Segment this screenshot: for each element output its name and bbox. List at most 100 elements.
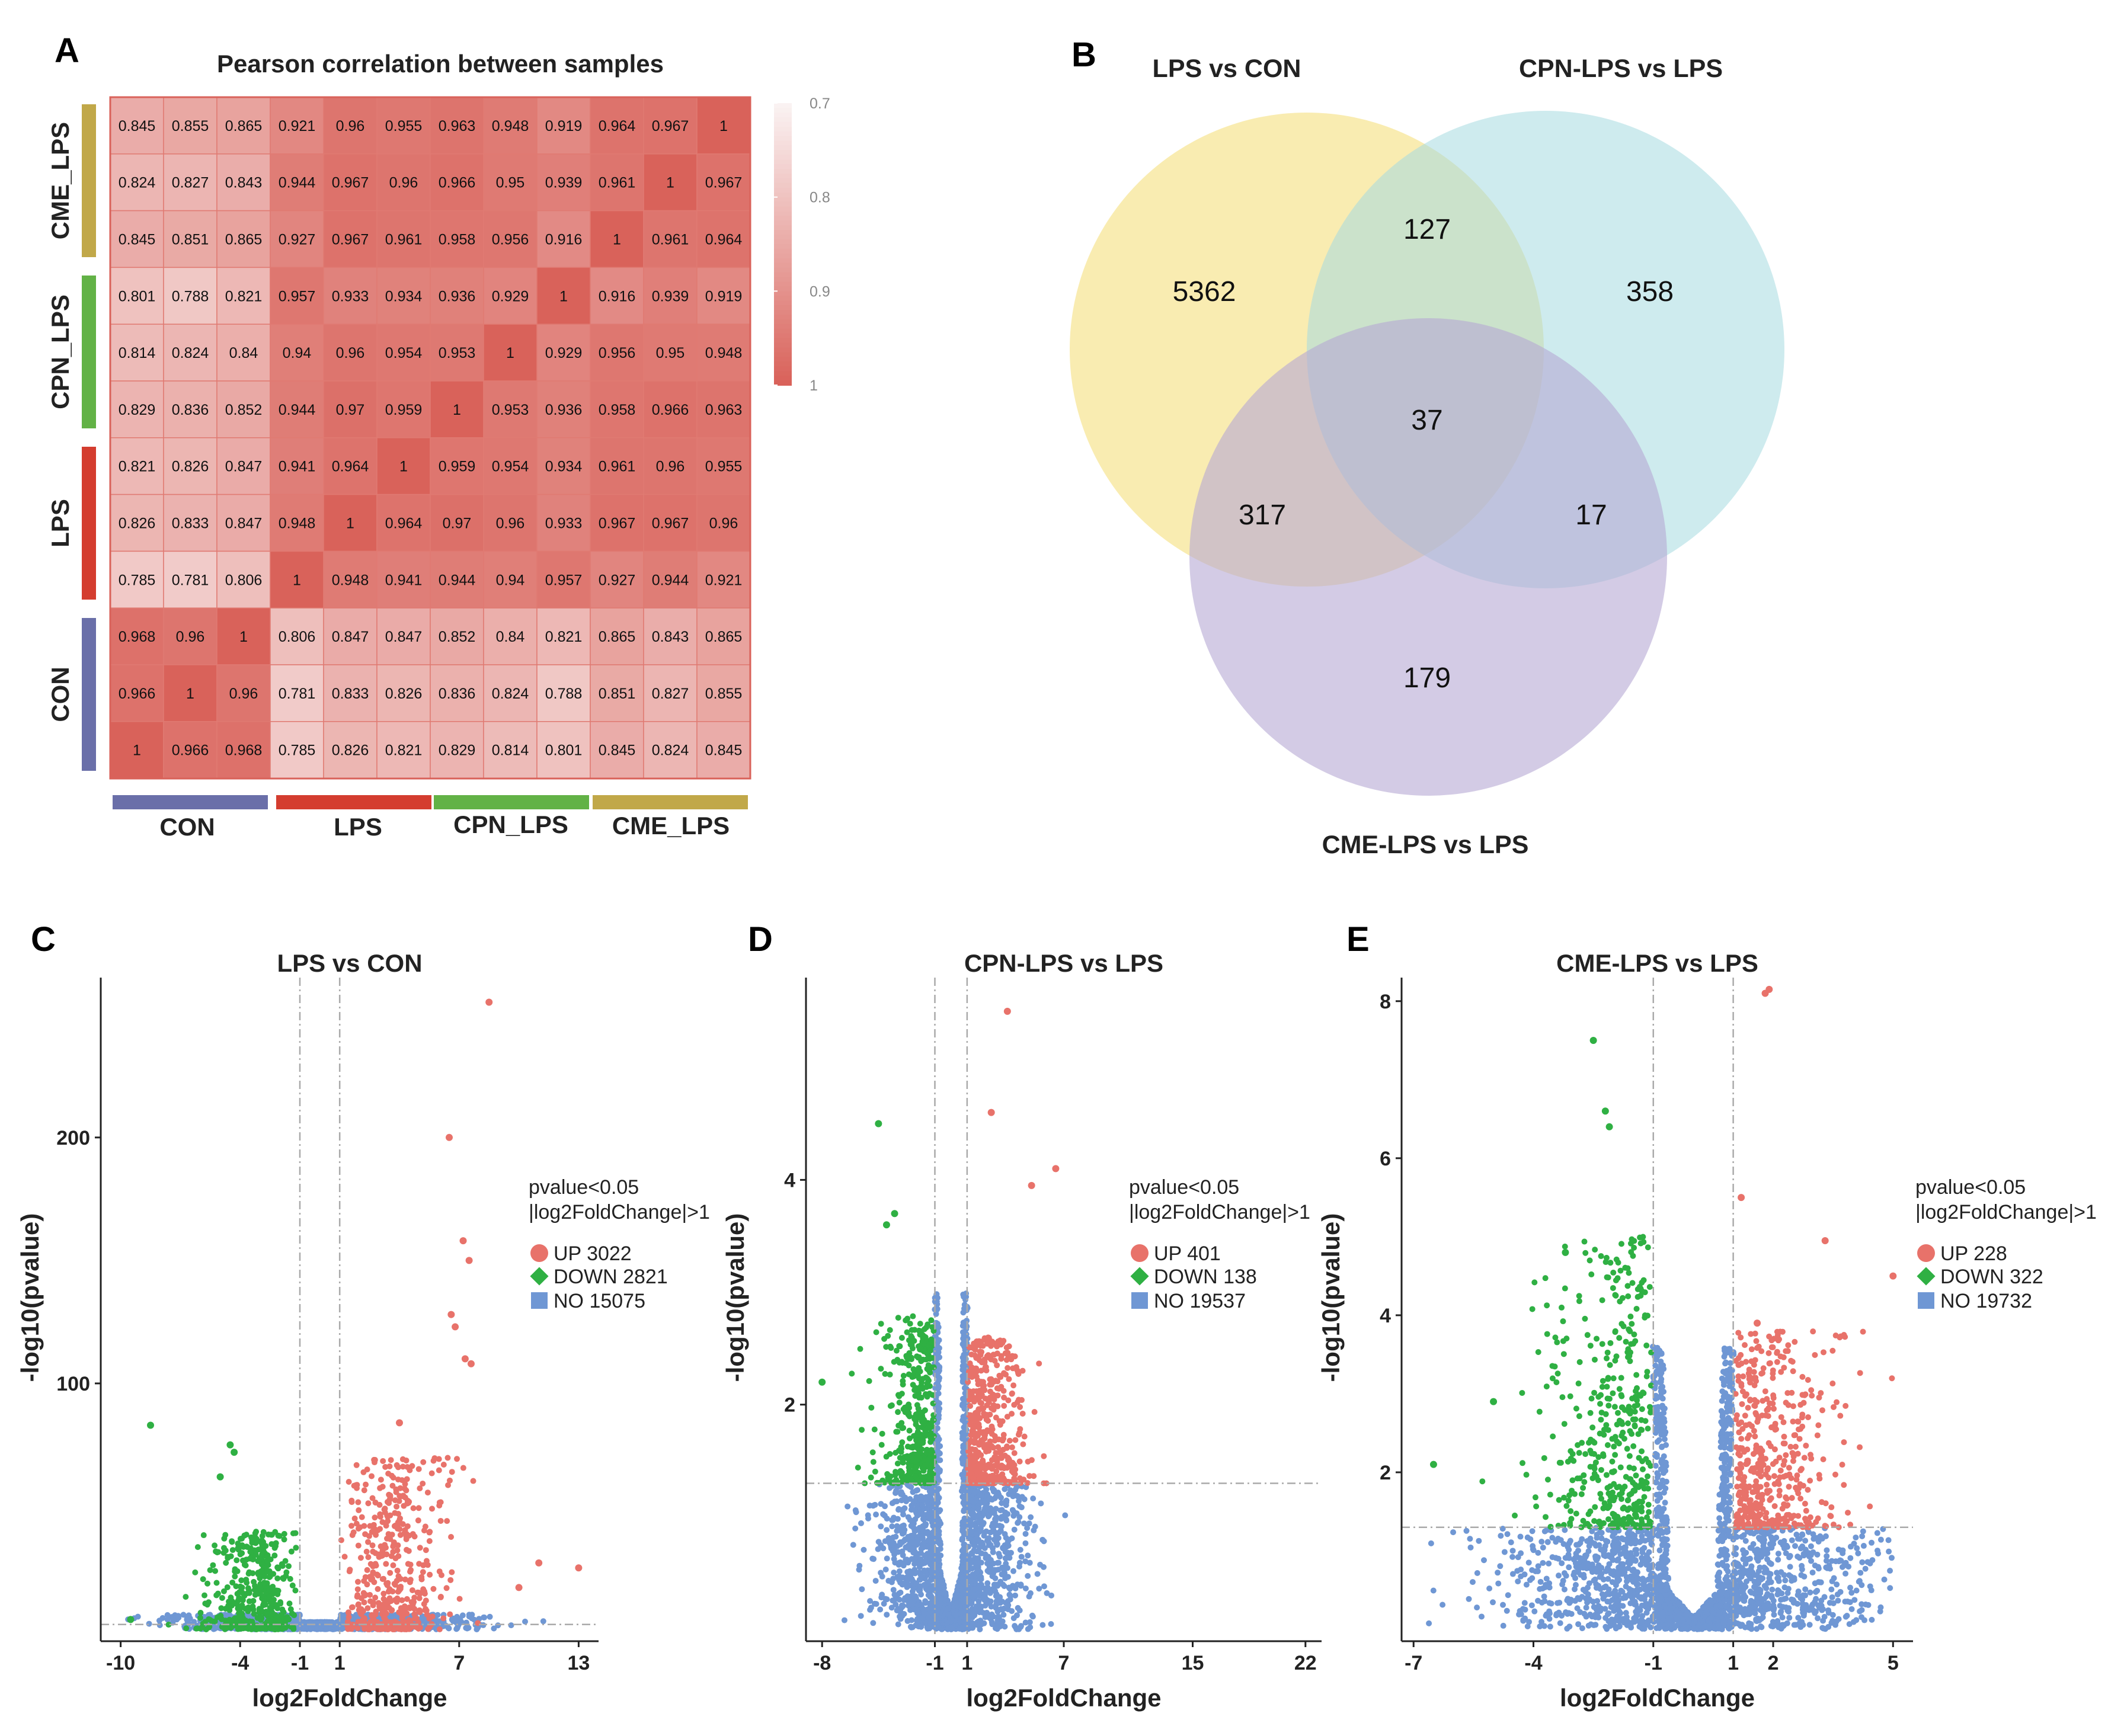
heatmap-cell-value: 0.96 bbox=[709, 515, 738, 532]
venn-region-lps-cme: 317 bbox=[1239, 499, 1286, 531]
heatmap-cell-value: 0.921 bbox=[705, 572, 743, 588]
point-no bbox=[894, 1516, 901, 1522]
point-no bbox=[1018, 1554, 1025, 1560]
heatmap-cell bbox=[216, 550, 271, 608]
point-no bbox=[993, 1539, 1000, 1546]
x-tick-label: 1 bbox=[334, 1652, 346, 1674]
point-no bbox=[877, 1606, 884, 1613]
point-up bbox=[437, 1517, 444, 1524]
col-bar-con bbox=[113, 795, 268, 809]
heatmap-cell-value: 0.933 bbox=[332, 288, 369, 305]
point-up bbox=[382, 1545, 388, 1551]
heatmap-cell-value: 0.95 bbox=[496, 175, 525, 191]
point-down bbox=[287, 1575, 293, 1582]
point-up bbox=[392, 1497, 398, 1504]
point-no bbox=[935, 1625, 942, 1631]
point-no bbox=[961, 1619, 968, 1625]
heatmap-cell-value: 0.966 bbox=[652, 402, 689, 418]
point-no bbox=[1007, 1596, 1013, 1603]
point-no bbox=[1030, 1495, 1037, 1502]
point-up bbox=[394, 1462, 400, 1468]
heatmap-cell-value: 0.948 bbox=[279, 515, 316, 532]
point-no bbox=[1003, 1497, 1010, 1504]
point-no bbox=[919, 1535, 926, 1542]
heatmap-cell bbox=[163, 550, 217, 608]
heatmap-cell bbox=[110, 437, 164, 495]
point-no bbox=[900, 1561, 906, 1567]
point-up bbox=[411, 1533, 418, 1540]
point-up-outlier bbox=[465, 1257, 473, 1264]
point-down bbox=[268, 1541, 275, 1548]
heatmap-cell-value: 0.948 bbox=[705, 345, 743, 361]
point-up bbox=[421, 1527, 427, 1534]
point-no bbox=[905, 1514, 911, 1520]
point-no bbox=[909, 1600, 916, 1607]
heatmap-cell bbox=[590, 721, 644, 779]
colorbar-segment bbox=[774, 310, 792, 315]
point-up bbox=[404, 1610, 410, 1617]
point-down bbox=[270, 1600, 276, 1607]
heatmap-cell bbox=[110, 550, 164, 608]
heatmap-cell-value: 0.96 bbox=[389, 175, 418, 191]
colorbar-segment bbox=[774, 324, 792, 329]
point-no bbox=[880, 1511, 887, 1517]
point-up bbox=[348, 1497, 355, 1504]
heatmap-cell-value: 0.829 bbox=[439, 742, 476, 759]
heatmap-cell-value: 0.961 bbox=[385, 232, 423, 248]
point-down bbox=[266, 1593, 273, 1600]
point-up bbox=[348, 1523, 355, 1529]
point-no bbox=[960, 1309, 967, 1316]
col-label-cme: CME_LPS bbox=[612, 812, 730, 840]
point-no bbox=[1062, 1512, 1069, 1519]
point-down bbox=[229, 1579, 236, 1586]
point-up bbox=[364, 1605, 371, 1612]
heatmap-cell-value: 0.96 bbox=[496, 515, 525, 532]
point-no bbox=[895, 1506, 902, 1512]
point-up bbox=[426, 1538, 433, 1544]
point-down bbox=[194, 1625, 200, 1632]
point-up bbox=[392, 1555, 399, 1562]
point-up bbox=[385, 1626, 392, 1632]
point-down bbox=[213, 1548, 219, 1555]
point-no bbox=[890, 1597, 896, 1604]
heatmap-title: Pearson correlation between samples bbox=[217, 50, 664, 78]
heatmap-cell-value: 1 bbox=[613, 232, 621, 248]
heatmap-cell-value: 0.934 bbox=[545, 459, 583, 475]
heatmap-cell-value: 0.957 bbox=[545, 572, 583, 588]
heatmap-cell-value: 0.824 bbox=[652, 742, 689, 759]
point-no bbox=[977, 1492, 983, 1498]
point-up bbox=[354, 1482, 360, 1488]
point-up-outlier bbox=[485, 998, 493, 1006]
point-down bbox=[290, 1626, 297, 1632]
heatmap-cell bbox=[216, 267, 271, 325]
heatmap-cell bbox=[376, 550, 431, 608]
heatmap-cell-value: 0.961 bbox=[599, 459, 636, 475]
heatmap-cell-value: 1 bbox=[399, 459, 408, 475]
heatmap-cell bbox=[483, 380, 538, 438]
point-up bbox=[354, 1586, 361, 1593]
point-no bbox=[971, 1542, 977, 1548]
colorbar-segment bbox=[774, 258, 792, 264]
point-no bbox=[999, 1618, 1006, 1625]
point-no bbox=[1006, 1584, 1012, 1591]
point-up bbox=[359, 1514, 365, 1520]
heatmap-cell-value: 0.916 bbox=[545, 232, 583, 248]
point-up bbox=[420, 1459, 427, 1465]
heatmap-cell-value: 0.941 bbox=[385, 572, 423, 588]
point-down bbox=[250, 1597, 257, 1604]
point-no bbox=[164, 1612, 171, 1618]
point-up bbox=[430, 1586, 437, 1592]
point-up bbox=[354, 1625, 361, 1632]
point-up bbox=[440, 1615, 447, 1622]
colorbar-tick-label: 1 bbox=[810, 377, 818, 394]
point-no bbox=[1026, 1619, 1033, 1625]
point-up bbox=[355, 1525, 362, 1532]
point-up bbox=[383, 1610, 389, 1616]
heatmap-cell bbox=[483, 550, 538, 608]
point-up-outlier bbox=[459, 1237, 467, 1245]
venn-label-cpn-lps-vs-lps: CPN-LPS vs LPS bbox=[1519, 55, 1723, 83]
point-no bbox=[884, 1596, 890, 1603]
heatmap-cell bbox=[163, 153, 217, 212]
heatmap-cell-value: 0.967 bbox=[332, 232, 369, 248]
heatmap-cell bbox=[376, 153, 431, 212]
